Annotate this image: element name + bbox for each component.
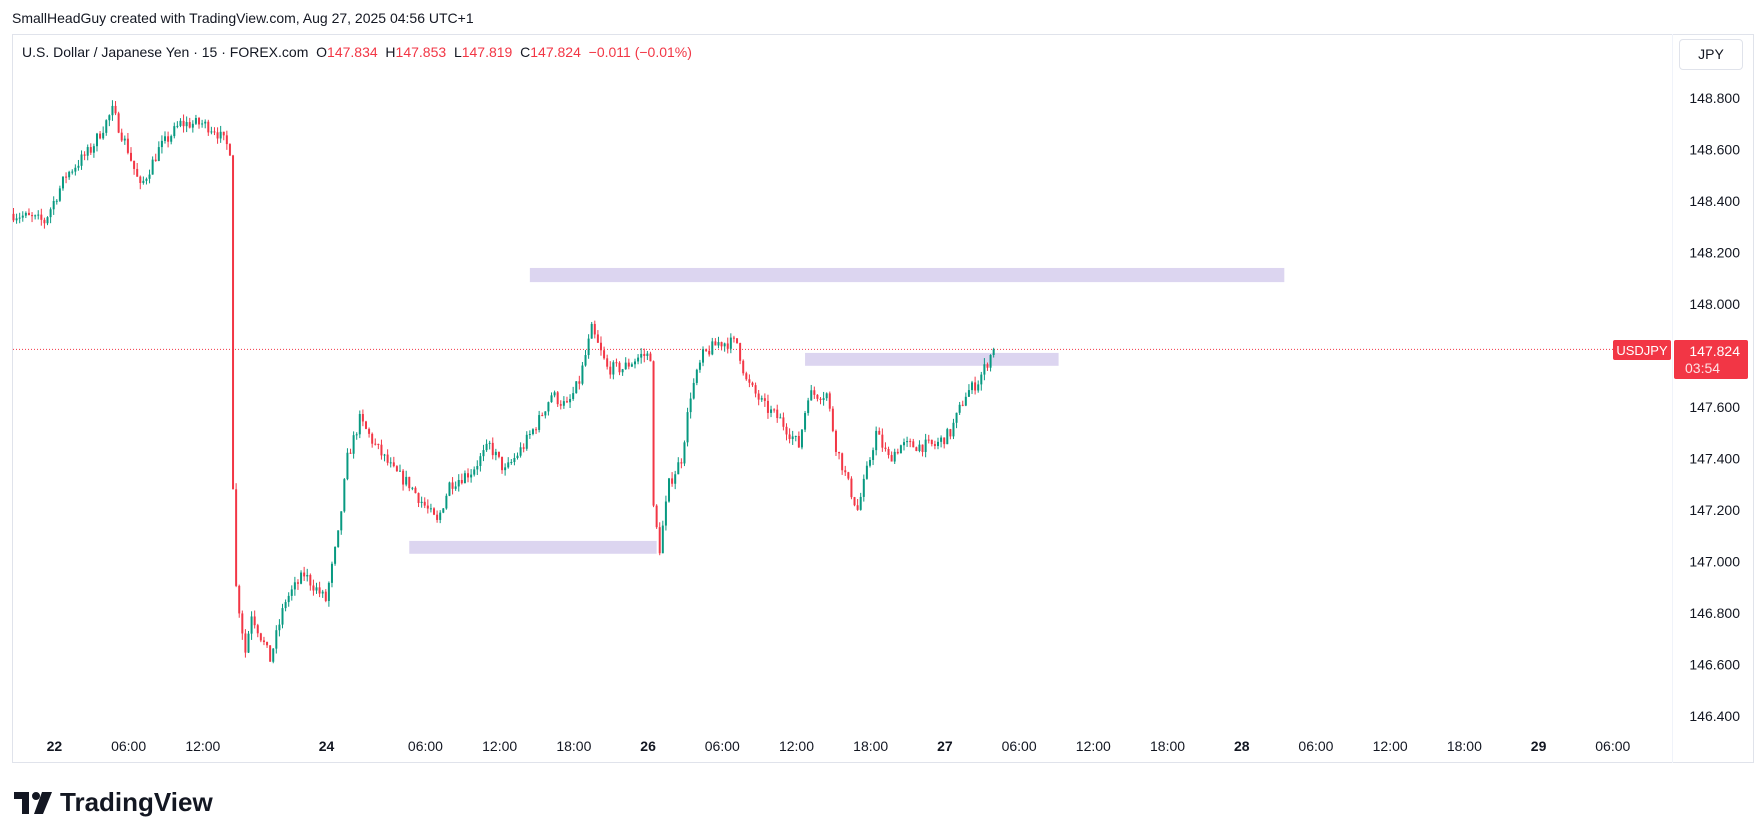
currency-button[interactable]: JPY bbox=[1679, 39, 1743, 70]
tradingview-logo[interactable]: TradingView bbox=[14, 787, 213, 818]
chart-credit: SmallHeadGuy created with TradingView.co… bbox=[12, 10, 474, 26]
close-value: 147.824 bbox=[530, 44, 581, 60]
symbol-legend: U.S. Dollar / Japanese Yen · 15 · FOREX.… bbox=[22, 44, 692, 60]
low-label: L bbox=[453, 44, 462, 60]
close-label: C bbox=[520, 44, 531, 60]
open-value: 147.834 bbox=[327, 44, 378, 60]
logo-text: TradingView bbox=[60, 787, 213, 817]
high-label: H bbox=[385, 44, 396, 60]
change-value: −0.011 (−0.01%) bbox=[588, 44, 692, 60]
tradingview-logo-icon bbox=[14, 791, 52, 814]
symbol-name[interactable]: U.S. Dollar / Japanese Yen · 15 · FOREX.… bbox=[22, 44, 309, 60]
chart-frame bbox=[12, 34, 1754, 763]
price-axis-divider bbox=[1672, 34, 1673, 763]
low-value: 147.819 bbox=[461, 44, 513, 60]
high-value: 147.853 bbox=[395, 44, 447, 60]
open-label: O bbox=[316, 44, 328, 60]
